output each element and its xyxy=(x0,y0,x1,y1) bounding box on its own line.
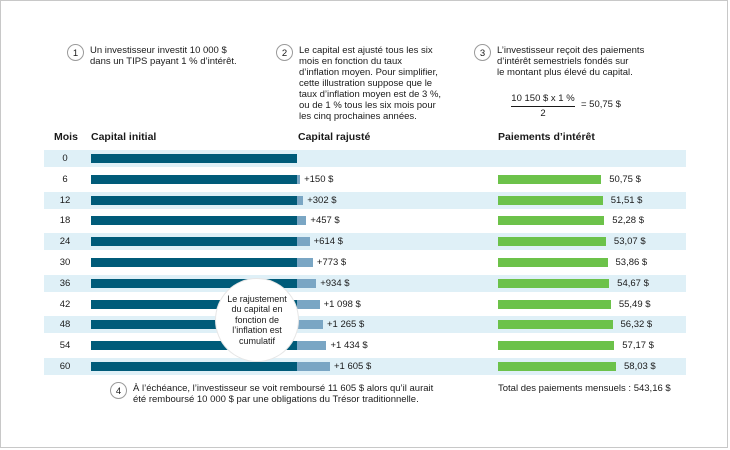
capital-rajuste-bar xyxy=(297,362,330,371)
capital-rajuste-label: +302 $ xyxy=(307,195,337,206)
capital-initial-bar xyxy=(91,320,297,329)
capital-rajuste-bar xyxy=(297,237,310,246)
step-text-line: mois en fonction du taux xyxy=(299,56,402,67)
capital-rajuste-bar xyxy=(297,216,307,225)
capital-initial-bar xyxy=(91,196,297,205)
step-text-line: d’inflation moyen. Pour simplifier, xyxy=(299,67,438,78)
capital-rajuste-label: +150 $ xyxy=(304,174,334,185)
formula-denominator: 2 xyxy=(540,108,546,119)
paiement-label: 51,51 $ xyxy=(610,195,643,206)
paiement-label: 55,49 $ xyxy=(618,299,651,310)
step-number: 2 xyxy=(276,44,293,61)
mois-label: 24 xyxy=(59,236,71,247)
paiement-bar xyxy=(498,196,603,205)
mois-label: 60 xyxy=(59,361,71,372)
capital-rajuste-label: +457 $ xyxy=(310,215,340,226)
step-text-line: les cinq prochaines années. xyxy=(299,111,417,122)
capital-rajuste-label: +1 098 $ xyxy=(323,299,361,310)
formula-result: = 50,75 $ xyxy=(581,99,621,110)
capital-initial-bar xyxy=(91,258,297,267)
capital-initial-bar xyxy=(91,279,297,288)
mois-label: 54 xyxy=(59,340,71,351)
step-text-line: taux d’inflation moyen est de 3 %, xyxy=(299,89,442,100)
header-capital-initial: Capital initial xyxy=(91,131,157,143)
paiement-label: 53,07 $ xyxy=(613,236,646,247)
capital-rajuste-label: +614 $ xyxy=(313,236,343,247)
paiement-label: 53,86 $ xyxy=(615,257,648,268)
mois-label: 48 xyxy=(59,319,71,330)
capital-initial-bar xyxy=(91,216,297,225)
step-number: 4 xyxy=(110,382,127,399)
paiement-label: 57,17 $ xyxy=(622,340,654,351)
paiement-bar xyxy=(498,216,605,225)
step-number: 3 xyxy=(474,44,491,61)
step-text-line: Un investisseur investit 10 000 $ xyxy=(90,45,227,56)
formula-fraction-bar xyxy=(511,106,575,107)
step-text-line: d’intérêt semestriels fondés sur xyxy=(497,56,629,67)
capital-rajuste-bar xyxy=(297,341,327,350)
mois-label: 30 xyxy=(59,257,71,268)
formula-numerator: 10 150 $ x 1 % xyxy=(511,93,575,104)
paiement-label: 54,67 $ xyxy=(617,278,649,289)
paiement-bar xyxy=(498,258,608,267)
mois-label: 36 xyxy=(59,278,71,289)
capital-rajuste-label: +934 $ xyxy=(320,278,350,289)
step-text-line: Le capital est ajusté tous les six xyxy=(299,45,433,56)
capital-initial-bar xyxy=(91,237,297,246)
capital-rajuste-bar xyxy=(297,279,317,288)
paiement-bar xyxy=(498,300,611,309)
capital-rajuste-bar xyxy=(297,175,301,184)
mois-label: 6 xyxy=(62,174,68,185)
mois-label: 18 xyxy=(59,215,71,226)
paiement-label: 52,28 $ xyxy=(612,215,644,226)
mois-label: 0 xyxy=(62,153,68,164)
paiement-bar xyxy=(498,279,610,288)
header-mois: Mois xyxy=(54,131,78,143)
step-text-line: cette illustration suppose que le xyxy=(299,78,433,89)
bubble-text: Le rajustement du capital en fonction de… xyxy=(227,293,287,346)
paiement-label: 50,75 $ xyxy=(609,174,641,185)
paiement-bar xyxy=(498,237,606,246)
capital-rajuste-bar xyxy=(297,320,323,329)
header-paiements: Paiements d’intérêt xyxy=(498,131,595,143)
capital-rajuste-label: +1 265 $ xyxy=(327,319,365,330)
paiement-bar xyxy=(498,362,616,371)
capital-rajuste-bar xyxy=(297,300,320,309)
step-text-line: été remboursé 10 000 $ par une obligatio… xyxy=(133,394,419,405)
step-text-line: ou de 1 % tous les six mois pour xyxy=(299,100,436,111)
total-payments: Total des paiements mensuels : 543,16 $ xyxy=(498,383,671,394)
mois-label: 12 xyxy=(59,195,71,206)
capital-initial-bar xyxy=(91,341,297,350)
paiement-label: 58,03 $ xyxy=(624,361,656,372)
step-text-line: le montant plus élevé du capital. xyxy=(497,67,633,78)
header-capital-rajuste: Capital rajusté xyxy=(298,131,371,143)
step-number: 1 xyxy=(67,44,84,61)
capital-rajuste-label: +1 605 $ xyxy=(334,361,372,372)
capital-rajuste-bar xyxy=(297,196,304,205)
cumulative-note-bubble: Le rajustement du capital en fonction de… xyxy=(216,279,298,361)
capital-initial-bar xyxy=(91,154,297,163)
paiement-bar xyxy=(498,341,615,350)
capital-rajuste-label: +1 434 $ xyxy=(330,340,368,351)
paiement-bar xyxy=(498,320,613,329)
step-text-line: dans un TIPS payant 1 % d’intérêt. xyxy=(90,56,237,67)
mois-label: 42 xyxy=(59,299,71,310)
capital-initial-bar xyxy=(91,362,297,371)
step-text-line: À l’échéance, l’investisseur se voit rem… xyxy=(133,383,434,394)
capital-initial-bar xyxy=(91,300,297,309)
capital-rajuste-label: +773 $ xyxy=(316,257,347,268)
paiement-bar xyxy=(498,175,602,184)
paiement-label: 56,32 $ xyxy=(620,319,653,330)
capital-rajuste-bar xyxy=(297,258,313,267)
step-text-line: L’investisseur reçoit des paiements xyxy=(497,45,645,56)
capital-initial-bar xyxy=(91,175,297,184)
